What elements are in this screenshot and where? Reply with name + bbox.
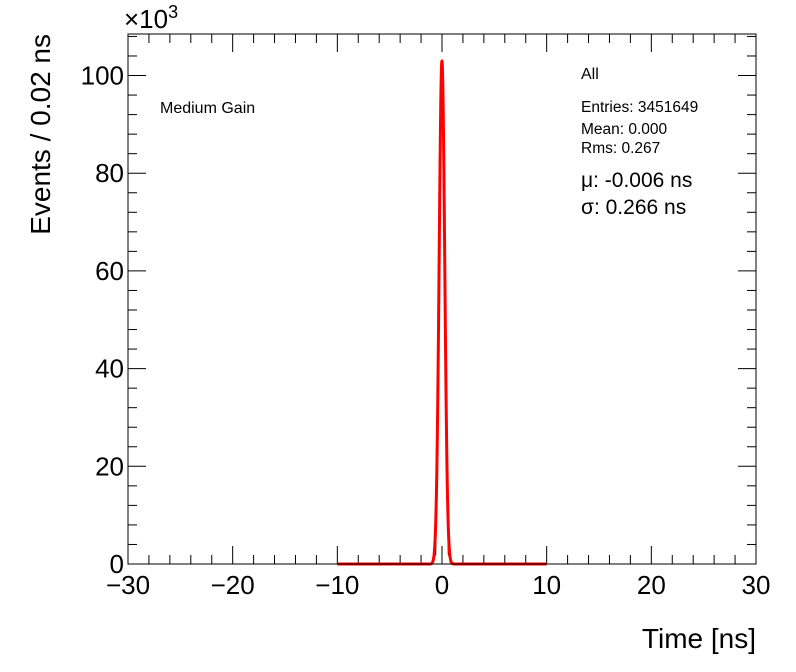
x-tick-label: 10	[532, 570, 561, 600]
gaussian-fit-line	[336, 59, 548, 566]
x-tick-labels: −30 −20 −10 0 10 20 30	[106, 570, 771, 600]
y-tick-label: 0	[110, 549, 124, 579]
y-exponent-label: ×103	[124, 2, 178, 34]
fit-sigma: σ: 0.266 ns	[581, 196, 686, 219]
y-tick-label: 100	[81, 61, 124, 91]
minor-ticks	[128, 34, 756, 564]
x-tick-label: 0	[435, 570, 449, 600]
y-axis-title: Events / 0.02 ns	[25, 34, 56, 235]
y-tick-label: 60	[95, 256, 124, 286]
stats-title: All	[581, 66, 599, 83]
x-tick-label: −20	[211, 570, 255, 600]
stats-rms: Rms: 0.267	[581, 140, 660, 157]
plot-frame	[127, 33, 757, 565]
y-tick-label: 20	[95, 451, 124, 481]
gain-annotation: Medium Gain	[160, 100, 255, 117]
x-tick-label: 20	[637, 570, 666, 600]
plot-content	[336, 59, 548, 566]
x-tick-label: 30	[742, 570, 771, 600]
fit-mu: μ: -0.006 ns	[581, 169, 692, 192]
stats-mean: Mean: 0.000	[581, 121, 668, 138]
histogram-line	[431, 60, 453, 565]
stats-entries: Entries: 3451649	[581, 99, 698, 116]
x-tick-label: −30	[106, 570, 150, 600]
y-tick-labels: 0 20 40 60 80 100	[81, 61, 124, 579]
x-tick-label: −10	[315, 570, 359, 600]
y-tick-label: 40	[95, 354, 124, 384]
y-tick-label: 80	[95, 158, 124, 188]
x-axis-title: Time [ns]	[642, 623, 756, 654]
